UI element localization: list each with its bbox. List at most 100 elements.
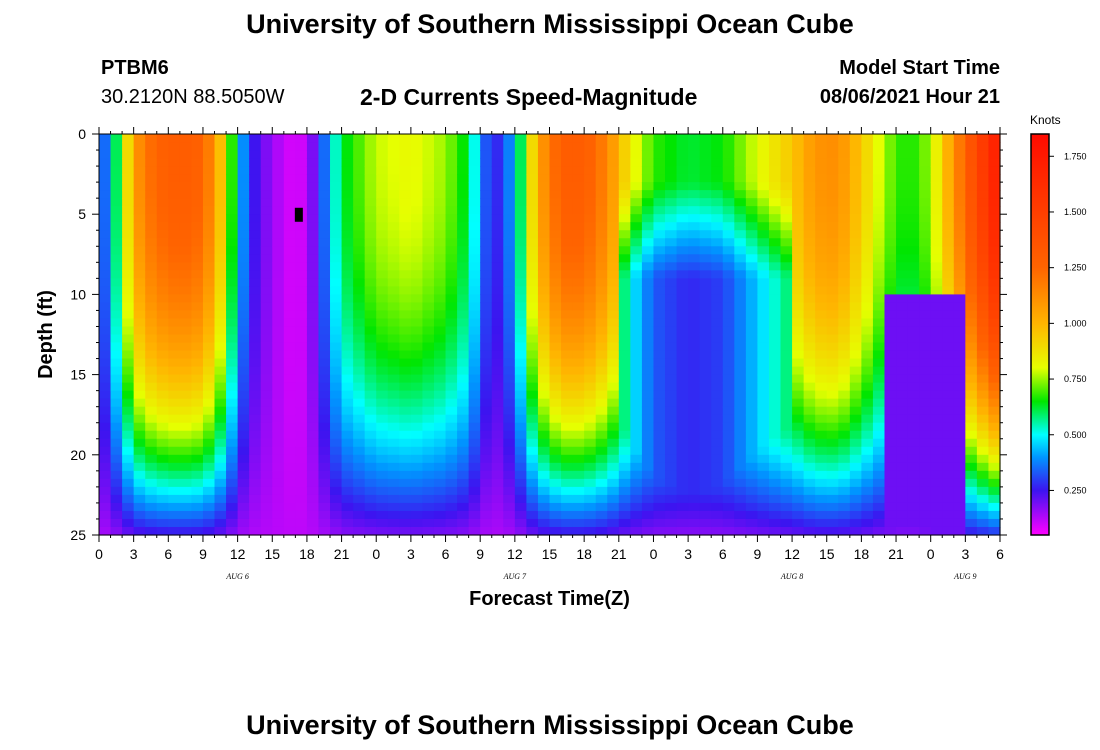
heatmap-cell: [988, 246, 1001, 255]
heatmap-cell: [156, 270, 169, 279]
heatmap-cell: [826, 158, 839, 167]
heatmap-cell: [792, 294, 805, 304]
heatmap-cell: [561, 150, 574, 159]
heatmap-cell: [780, 238, 793, 247]
heatmap-cell: [561, 206, 574, 215]
heatmap-cell: [133, 158, 146, 167]
heatmap-cell: [306, 302, 320, 312]
heatmap-cell: [99, 190, 112, 199]
heatmap-cell: [745, 206, 759, 215]
heatmap-cell: [630, 438, 643, 448]
heatmap-cell: [376, 190, 389, 199]
heatmap-cell: [526, 134, 539, 143]
heatmap-cell: [722, 366, 735, 376]
heatmap-cell: [688, 182, 701, 191]
heatmap-cell: [768, 206, 782, 215]
heatmap-cell: [387, 206, 400, 215]
heatmap-cell: [399, 150, 412, 159]
heatmap-cell: [156, 134, 169, 143]
heatmap-cell: [803, 510, 816, 520]
heatmap-cell: [110, 270, 123, 279]
heatmap-cell: [179, 358, 193, 368]
heatmap-cell: [387, 334, 400, 344]
heatmap-cell: [549, 310, 562, 320]
heatmap-cell: [364, 446, 377, 456]
heatmap-cell: [907, 150, 920, 159]
heatmap-cell: [179, 526, 193, 536]
heatmap-cell: [988, 366, 1001, 376]
heatmap-cell: [572, 486, 585, 496]
heatmap-cell: [156, 342, 169, 352]
heatmap-cell: [838, 190, 851, 199]
heatmap-cell: [965, 310, 978, 320]
heatmap-cell: [676, 286, 689, 295]
heatmap-cell: [318, 430, 331, 440]
heatmap-cell: [341, 446, 354, 456]
heatmap-cell: [110, 494, 123, 504]
heatmap-cell: [872, 390, 886, 400]
heatmap-cell: [595, 486, 608, 496]
heatmap-cell: [988, 222, 1001, 231]
heatmap-cell: [445, 302, 458, 312]
heatmap-cell: [445, 230, 458, 239]
heatmap-cell: [226, 158, 239, 167]
heatmap-cell: [353, 526, 366, 536]
heatmap-cell: [156, 486, 169, 496]
x-tick-label: 0: [95, 546, 103, 562]
heatmap-cell: [272, 270, 285, 279]
heatmap-cell: [503, 430, 516, 440]
heatmap-cell: [884, 486, 897, 496]
heatmap-cell: [410, 278, 424, 287]
heatmap-cell: [526, 198, 539, 207]
heatmap-cell: [457, 286, 470, 295]
heatmap-cell: [641, 294, 655, 304]
heatmap-cell: [919, 182, 932, 191]
heatmap-cell: [191, 470, 204, 480]
heatmap-cell: [988, 206, 1001, 215]
heatmap-cell: [722, 182, 735, 191]
heatmap-cell: [202, 430, 216, 440]
heatmap-cell: [699, 526, 712, 536]
heatmap-cell: [896, 470, 909, 480]
heatmap-cell: [260, 230, 273, 239]
heatmap-cell: [133, 390, 146, 400]
heatmap-cell: [249, 270, 262, 279]
heatmap-cell: [433, 310, 447, 320]
heatmap-cell: [688, 486, 701, 496]
heatmap-cell: [584, 398, 597, 408]
heatmap-cell: [145, 310, 158, 320]
heatmap-cell: [561, 230, 574, 239]
heatmap-cell: [653, 206, 666, 215]
heatmap-cell: [145, 246, 158, 255]
heatmap-cell: [745, 438, 759, 448]
heatmap-cell: [930, 238, 943, 247]
heatmap-cell: [330, 350, 343, 360]
heatmap-cell: [930, 166, 943, 175]
heatmap-cell: [514, 462, 527, 472]
heatmap-cell: [734, 454, 747, 464]
heatmap-cell: [237, 462, 250, 472]
heatmap-cell: [942, 166, 955, 175]
heatmap-cell: [607, 182, 620, 191]
heatmap-cell: [341, 350, 354, 360]
heatmap-cell: [826, 206, 839, 215]
heatmap-cell: [572, 286, 585, 295]
heatmap-cell: [815, 350, 828, 360]
heatmap-cell: [295, 398, 308, 408]
heatmap-cell: [537, 374, 551, 384]
heatmap-cell: [699, 294, 712, 304]
heatmap-cell: [457, 214, 470, 223]
heatmap-cell: [295, 430, 308, 440]
heatmap-cell: [410, 366, 424, 376]
heatmap-cell: [780, 422, 793, 432]
heatmap-cell: [965, 438, 978, 448]
heatmap-cell: [410, 262, 424, 271]
heatmap-cell: [341, 414, 354, 424]
heatmap-cell: [653, 350, 666, 360]
heatmap-cell: [445, 174, 458, 183]
heatmap-cell: [584, 502, 597, 512]
heatmap-cell: [214, 230, 227, 239]
heatmap-cell: [826, 150, 839, 159]
heatmap-cell: [722, 470, 735, 480]
